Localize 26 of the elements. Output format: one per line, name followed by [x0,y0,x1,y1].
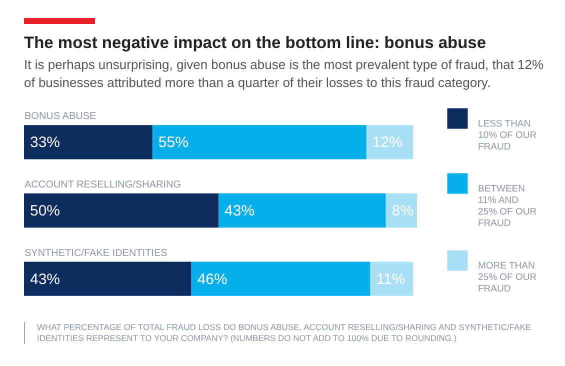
legend-label: MORE THAN 25% OF OUR FRAUD [478,260,537,294]
y-tick-label: ACCOUNT RESELLING/SHARING [24,180,182,190]
bar [218,193,386,228]
bar [24,125,152,160]
data-label: 8% [392,202,414,220]
bar [152,125,366,160]
data-label: 43% [30,270,60,288]
bar [24,193,219,228]
data-label: 43% [224,202,255,220]
bar [191,262,370,296]
y-tick-label: BONUS ABUSE [24,111,97,122]
y-tick-label: SYNTHETIC/FAKE IDENTITIES [24,248,168,259]
data-label: 11% [376,270,406,288]
data-label: 50% [30,202,60,220]
data-label: 12% [372,134,402,152]
data-label: 33% [30,134,60,152]
legend-label: LESS THAN 10% OF OUR FRAUD [478,118,537,152]
data-label: 46% [197,270,228,288]
chart-subtitle: It is perhaps unsurprising, given bonus abuse is the most prevalent type of fraud, that 12% of businesses attributed more than a quarter of their losses to this fraud category. [24,56,545,92]
legend-label: BETWEEN 11% AND 25% OF OUR FRAUD [478,184,537,229]
bar [370,262,414,296]
bar [366,125,414,160]
data-label: 55% [158,134,188,152]
bar [24,262,192,296]
chart-title: The most negative impact on the bottom line: bonus abuse [24,34,488,53]
text: WHAT PERCENTAGE OF TOTAL FRAUD LOSS DO BONUS ABUSE, ACCOUNT RESELLING/SHARING AND SYNTHETIC/FAKE IDENTITIES REPRESENT TO YOUR COMPANY? (NUMBERS DO NOT ADD TO 100% DUE TO ROUNDING.) [24,322,557,344]
